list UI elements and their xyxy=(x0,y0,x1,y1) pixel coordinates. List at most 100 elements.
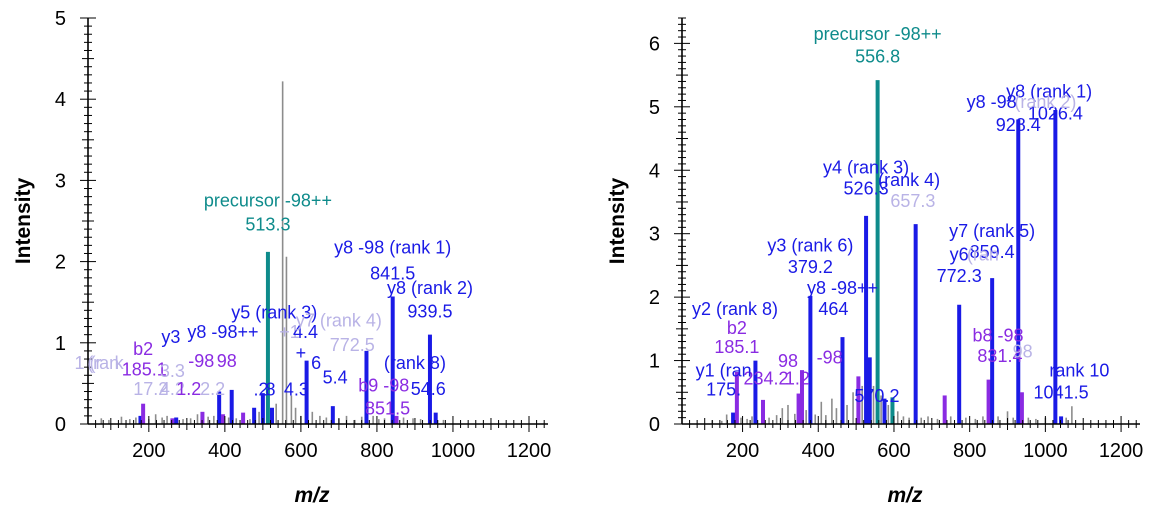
x-tick-label: 1000 xyxy=(431,440,476,462)
y-tick-label: 5 xyxy=(649,97,660,119)
peak-annotation-0-10: y3 xyxy=(161,327,180,347)
x-tick-label: 800 xyxy=(360,440,393,462)
peak-annotation-0-19: + xyxy=(296,343,307,363)
spectrum-panel-2: 200 400 600 800 1000 1200 0 1 2 3 4 5 6 m/z Intensity p… xyxy=(606,17,1144,507)
peak-annotation-0-11: -98 xyxy=(188,351,214,371)
x-tick-label: 600 xyxy=(284,440,317,462)
y-axis-title: Intensity xyxy=(12,178,35,265)
y-tick-label: 6 xyxy=(649,33,660,55)
peak-annotation-0-24: 4.3 xyxy=(284,380,309,400)
peak-annotation-1-3: 1026.4 xyxy=(1028,104,1083,124)
x-axis-title: m/z xyxy=(294,484,330,507)
peak-annotation-1-17: 772.3 xyxy=(937,266,982,286)
peak-annotation-0-32: 841.5 xyxy=(370,263,415,283)
peak-annotation-0-8: 2.2 xyxy=(200,379,225,399)
peak-annotation-1-32: 98 xyxy=(1013,341,1033,361)
peak-annotation-0-9: 3.3 xyxy=(160,361,185,381)
peak-annotation-0-12: 98 xyxy=(217,351,237,371)
peak-annotation-0-21: 5.4 xyxy=(323,367,348,387)
peak-annotation-1-24: 98 xyxy=(778,351,798,371)
y-tick-label: 2 xyxy=(55,252,66,274)
y-axis-title: Intensity xyxy=(606,178,629,265)
peak-annotation-1-9: (rank 4) xyxy=(878,170,940,190)
x-tick-label: 1200 xyxy=(1099,440,1144,462)
peak-annotation-0-30: 513.3 xyxy=(245,215,290,235)
peak-annotation-1-12: 379.2 xyxy=(788,257,833,277)
peak-annotation-1-10: 657.3 xyxy=(890,191,935,211)
peak-annotation-1-31: 831.4 xyxy=(977,346,1022,366)
peak-annotation-1-16: (ran xyxy=(967,244,999,264)
peak-annotation-1-21: b2 xyxy=(727,318,747,338)
peak-annotation-1-19: 464 xyxy=(818,299,848,319)
peak-annotation-0-23: 8 xyxy=(265,380,275,400)
y-tick-label: 4 xyxy=(55,89,66,111)
peak-annotation-0-3: b2 xyxy=(133,339,153,359)
x-tick-label: 600 xyxy=(877,440,910,462)
peak-annotation-1-26: -98 xyxy=(817,348,843,368)
peak-annotation-0-25: b9 -98 xyxy=(358,376,409,396)
x-tick-label: 1200 xyxy=(507,440,552,462)
y-tick-label: 1 xyxy=(649,351,660,373)
peak-annotation-0-16: y5 (rank 3) xyxy=(231,302,317,322)
peak-annotation-1-23: 234.2 xyxy=(744,369,789,389)
peak-annotation-0-34: 939.5 xyxy=(407,302,452,322)
x-axis-title: m/z xyxy=(887,484,923,507)
x-tick-label: 200 xyxy=(726,440,759,462)
peak-annotation-0-1: (ran xyxy=(87,353,119,373)
peak-annotation-0-22: .2 xyxy=(253,380,268,400)
peak-annotation-1-8: 526.3 xyxy=(844,178,889,198)
peak-annotation-1-2: y8 (rank 1) xyxy=(1006,81,1092,101)
x-tick-label: 400 xyxy=(208,440,241,462)
peak-annotation-0-17: y7 (rank 4) xyxy=(296,311,382,331)
peak-annotation-1-4: (rank 2) xyxy=(1014,92,1076,112)
peak-annotation-0-13: y8 -98++ xyxy=(187,322,258,342)
y-tick-label: 3 xyxy=(649,224,660,246)
peak-annotation-0-18: 772.5 xyxy=(330,335,375,355)
peak-annotation-0-0: 1 (r xyxy=(75,353,102,373)
peak-annotation-1-1: 556.8 xyxy=(855,46,900,66)
x-tick-label: 200 xyxy=(132,440,165,462)
peak-annotation-1-0: precursor -98++ xyxy=(814,24,942,44)
peak-annotation-1-29: 570.2 xyxy=(854,386,899,406)
peak-annotation-0-5: 17.2 xyxy=(133,379,168,399)
peak-annotation-0-4: 185.1 xyxy=(122,359,167,379)
peak-annotation-0-20: 6 xyxy=(311,353,321,373)
peak-annotation-1-22: 185.1 xyxy=(714,337,759,357)
x-tick-label: 400 xyxy=(802,440,835,462)
peak-annotation-0-6: 4.2 xyxy=(160,379,185,399)
y-tick-label: 5 xyxy=(55,8,66,30)
peak-annotation-1-7: y4 (rank 3) xyxy=(823,157,909,177)
peak-annotation-1-20: y2 (rank 8) xyxy=(692,299,778,319)
peak-annotation-1-27: y1 (ran xyxy=(696,360,752,380)
peak-annotation-0-31: y8 -98 (rank 1) xyxy=(334,237,451,257)
x-tick-label: 800 xyxy=(953,440,986,462)
y-tick-label: 0 xyxy=(55,414,66,436)
peak-annotation-0-33: y8 (rank 2) xyxy=(387,278,473,298)
y-tick-label: 3 xyxy=(55,170,66,192)
peak-annotation-0-2: k xyxy=(115,353,125,373)
peak-annotation-1-13: y7 (rank 5) xyxy=(949,221,1035,241)
peak-annotation-1-6: 928.4 xyxy=(996,115,1041,135)
y-tick-label: 2 xyxy=(649,287,660,309)
peak-annotation-0-29: precursor -98++ xyxy=(204,190,332,210)
peak-annotation-1-34: 1041.5 xyxy=(1034,383,1089,403)
peak-annotation-0-26: 851.5 xyxy=(365,398,410,418)
peak-annotation-1-30: b8 -98 xyxy=(973,326,1024,346)
peak-annotation-0-7: 1.2 xyxy=(176,379,201,399)
peak-annotation-1-28: 175. xyxy=(706,379,741,399)
peak-annotation-1-14: 859.4 xyxy=(970,242,1015,262)
peak-annotation-1-15: y6 xyxy=(950,244,969,264)
y-tick-label: 1 xyxy=(55,333,66,355)
x-tick-label: 1000 xyxy=(1023,440,1068,462)
peak-annotation-1-33: rank 10 xyxy=(1049,360,1109,380)
peak-annotation-1-18: y8 -98++ xyxy=(807,278,878,298)
y-tick-label: 0 xyxy=(649,414,660,436)
peak-annotation-0-27: (rank 8) xyxy=(384,353,446,373)
spectrum-panel-1: 200 400 600 800 1000 1200 0 1 2 3 4 5 m/z Intensity 1 … xyxy=(12,8,551,507)
peak-annotation-1-25: 1.2 xyxy=(785,369,810,389)
peak-annotation-0-28: 54.6 xyxy=(411,379,446,399)
y-tick-label: 4 xyxy=(649,160,660,182)
peak-annotation-0-15: 4.4 xyxy=(293,322,318,342)
peak-annotation-0-14: +1 xyxy=(279,322,300,342)
